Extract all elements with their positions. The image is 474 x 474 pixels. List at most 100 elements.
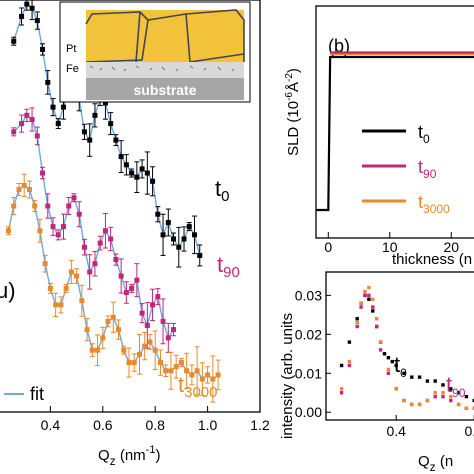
data-point — [367, 297, 371, 301]
data-point — [176, 244, 182, 250]
data-point — [29, 116, 35, 122]
data-point — [449, 398, 453, 403]
data-point — [102, 228, 108, 234]
panel-b-x-ticks: 0 10 20 — [324, 232, 459, 255]
data-point — [386, 367, 391, 372]
data-point — [50, 224, 56, 230]
data-point — [199, 376, 205, 382]
data-point — [355, 320, 359, 325]
data-point — [382, 352, 387, 356]
data-point — [71, 195, 77, 201]
data-point — [5, 228, 11, 234]
data-point — [386, 355, 391, 360]
data-point — [66, 203, 72, 209]
data-point — [456, 391, 461, 395]
panel-a-x-axis-label: Qz (nm-1) — [98, 444, 160, 468]
data-point — [24, 1, 30, 7]
data-point — [375, 317, 379, 321]
y-tick-label: 0.03 — [295, 287, 322, 303]
data-point — [61, 104, 66, 110]
data-point — [116, 327, 122, 333]
data-point — [160, 232, 166, 238]
x-tick-label: 0.4 — [41, 417, 61, 433]
panel-c-y-ticks: 0.00 0.01 0.02 0.03 — [295, 287, 331, 420]
fit-line-1 — [13, 114, 175, 340]
data-point — [142, 343, 148, 349]
data-point — [123, 290, 129, 296]
data-point — [129, 285, 135, 291]
data-point — [102, 100, 108, 106]
data-point — [113, 257, 119, 263]
data-point — [433, 379, 437, 383]
data-point — [359, 301, 363, 305]
x-tick-label: 0 — [324, 239, 332, 255]
data-point — [378, 348, 383, 352]
data-point — [63, 285, 69, 291]
data-point — [417, 375, 422, 379]
data-point — [42, 261, 48, 267]
data-point — [89, 347, 95, 353]
data-point — [24, 112, 30, 118]
data-point — [363, 289, 367, 294]
data-point — [472, 398, 474, 403]
data-point — [215, 372, 221, 378]
data-point — [118, 154, 124, 160]
data-point — [84, 327, 90, 333]
data-point — [173, 364, 179, 370]
data-point — [34, 133, 40, 139]
x-tick-label: 0.4 — [386, 423, 406, 439]
data-point — [378, 340, 383, 344]
data-point — [186, 224, 192, 230]
data-point — [394, 387, 398, 391]
data-point — [113, 137, 119, 143]
data-point — [45, 79, 51, 85]
data-point — [92, 112, 98, 118]
panel-a-plot-frame — [0, 0, 261, 413]
data-point — [40, 170, 46, 176]
panel-b-x-axis-label: thickness (n — [392, 251, 472, 268]
data-point — [150, 178, 156, 184]
data-point — [402, 371, 406, 375]
x-tick-label: 1.0 — [198, 417, 218, 433]
x-tick-label: 20 — [443, 239, 459, 255]
data-point — [184, 368, 190, 374]
data-point — [121, 347, 127, 353]
data-point — [155, 294, 161, 300]
panel-b-sld-profile: (b) 0 10 20 t0 t90 t3000 SLD (10-6Å-2) thi… — [284, 5, 474, 268]
fe-texture — [89, 65, 235, 72]
data-point — [339, 363, 344, 368]
data-point — [79, 298, 85, 304]
data-point — [157, 360, 163, 366]
data-point — [472, 406, 474, 411]
y-tick-label: 0.02 — [295, 326, 322, 342]
data-point — [74, 273, 80, 279]
substrate-layer — [86, 78, 244, 100]
data-point — [433, 391, 437, 395]
data-point — [134, 277, 140, 283]
x-tick-label: 0.6 — [93, 417, 113, 433]
y-tick-label: 0.01 — [295, 365, 322, 381]
data-point — [410, 375, 414, 379]
data-point — [47, 285, 53, 291]
data-point — [464, 394, 469, 399]
label-t0: t0 — [215, 176, 229, 205]
panel-a-series-group — [5, 0, 221, 403]
data-point — [410, 402, 414, 407]
data-point — [347, 359, 352, 364]
data-point — [394, 363, 398, 368]
panel-b-label: (b) — [328, 36, 350, 56]
data-point — [402, 398, 406, 403]
data-point — [34, 18, 40, 24]
data-point — [50, 104, 56, 110]
data-point — [19, 121, 25, 127]
data-point — [144, 322, 150, 328]
data-point — [171, 236, 177, 242]
inset-label-fe: Fe — [66, 63, 79, 75]
data-point — [355, 317, 359, 321]
data-point — [456, 402, 461, 407]
data-point — [425, 398, 430, 403]
grain-boundaries — [85, 9, 245, 63]
data-point — [110, 314, 116, 320]
data-point — [76, 211, 82, 217]
